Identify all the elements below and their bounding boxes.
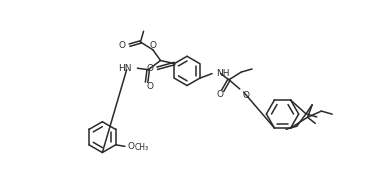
Text: O: O (216, 90, 223, 99)
Text: CH₃: CH₃ (134, 143, 148, 152)
Text: NH: NH (216, 69, 229, 78)
Text: O: O (242, 91, 249, 100)
Text: O: O (128, 142, 135, 151)
Text: O: O (119, 41, 126, 50)
Text: HN: HN (118, 64, 132, 73)
Text: O: O (147, 64, 154, 74)
Text: O: O (149, 41, 156, 50)
Text: O: O (146, 82, 153, 91)
